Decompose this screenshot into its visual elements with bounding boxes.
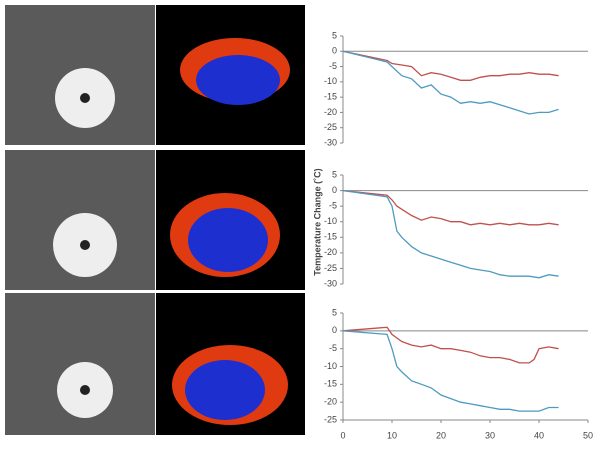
x-tick-label: 20	[436, 430, 446, 440]
y-tick-label: 5	[332, 307, 337, 317]
series-line	[342, 189, 559, 226]
mri-image	[80, 385, 90, 395]
y-tick-label: 0	[332, 46, 337, 56]
y-tick-label: 0	[332, 325, 337, 335]
x-tick-label: 50	[583, 430, 593, 440]
y-tick-label: -5	[329, 61, 337, 71]
series-line	[342, 330, 559, 412]
y-tick-label: -5	[329, 343, 337, 353]
y-tick-label: -20	[324, 107, 337, 117]
y-tick-label: -5	[329, 201, 337, 211]
x-tick-label: 40	[534, 430, 544, 440]
thermal-map	[188, 208, 268, 272]
series-line	[342, 189, 559, 279]
y-tick-label: -25	[324, 414, 337, 424]
y-tick-label: -20	[324, 247, 337, 257]
y-tick-label: -25	[324, 263, 337, 273]
y-tick-label: -10	[324, 216, 337, 226]
thermal-map	[196, 55, 280, 105]
y-tick-label: -20	[324, 397, 337, 407]
mri-image	[80, 93, 90, 103]
series-line	[342, 50, 559, 81]
y-tick-label: 0	[332, 185, 337, 195]
y-tick-label: -25	[324, 122, 337, 132]
series-line	[342, 326, 559, 364]
y-tick-label: 5	[332, 169, 337, 179]
x-tick-label: 10	[387, 430, 397, 440]
thermal-map	[185, 360, 265, 420]
mri-image	[80, 240, 90, 250]
x-tick-label: 0	[340, 430, 345, 440]
x-tick-label: 30	[485, 430, 495, 440]
y-tick-label: -30	[324, 137, 337, 147]
y-tick-label: -15	[324, 379, 337, 389]
series-line	[342, 50, 559, 115]
y-tick-label: -30	[324, 278, 337, 288]
y-tick-label: -10	[324, 361, 337, 371]
mri-panels	[5, 5, 305, 435]
y-tick-label: -15	[324, 232, 337, 242]
y-tick-label: -10	[324, 76, 337, 86]
y-tick-label: 5	[332, 30, 337, 40]
y-axis-label: Temperature Change (˚C)	[312, 168, 322, 275]
y-tick-label: -15	[324, 92, 337, 102]
